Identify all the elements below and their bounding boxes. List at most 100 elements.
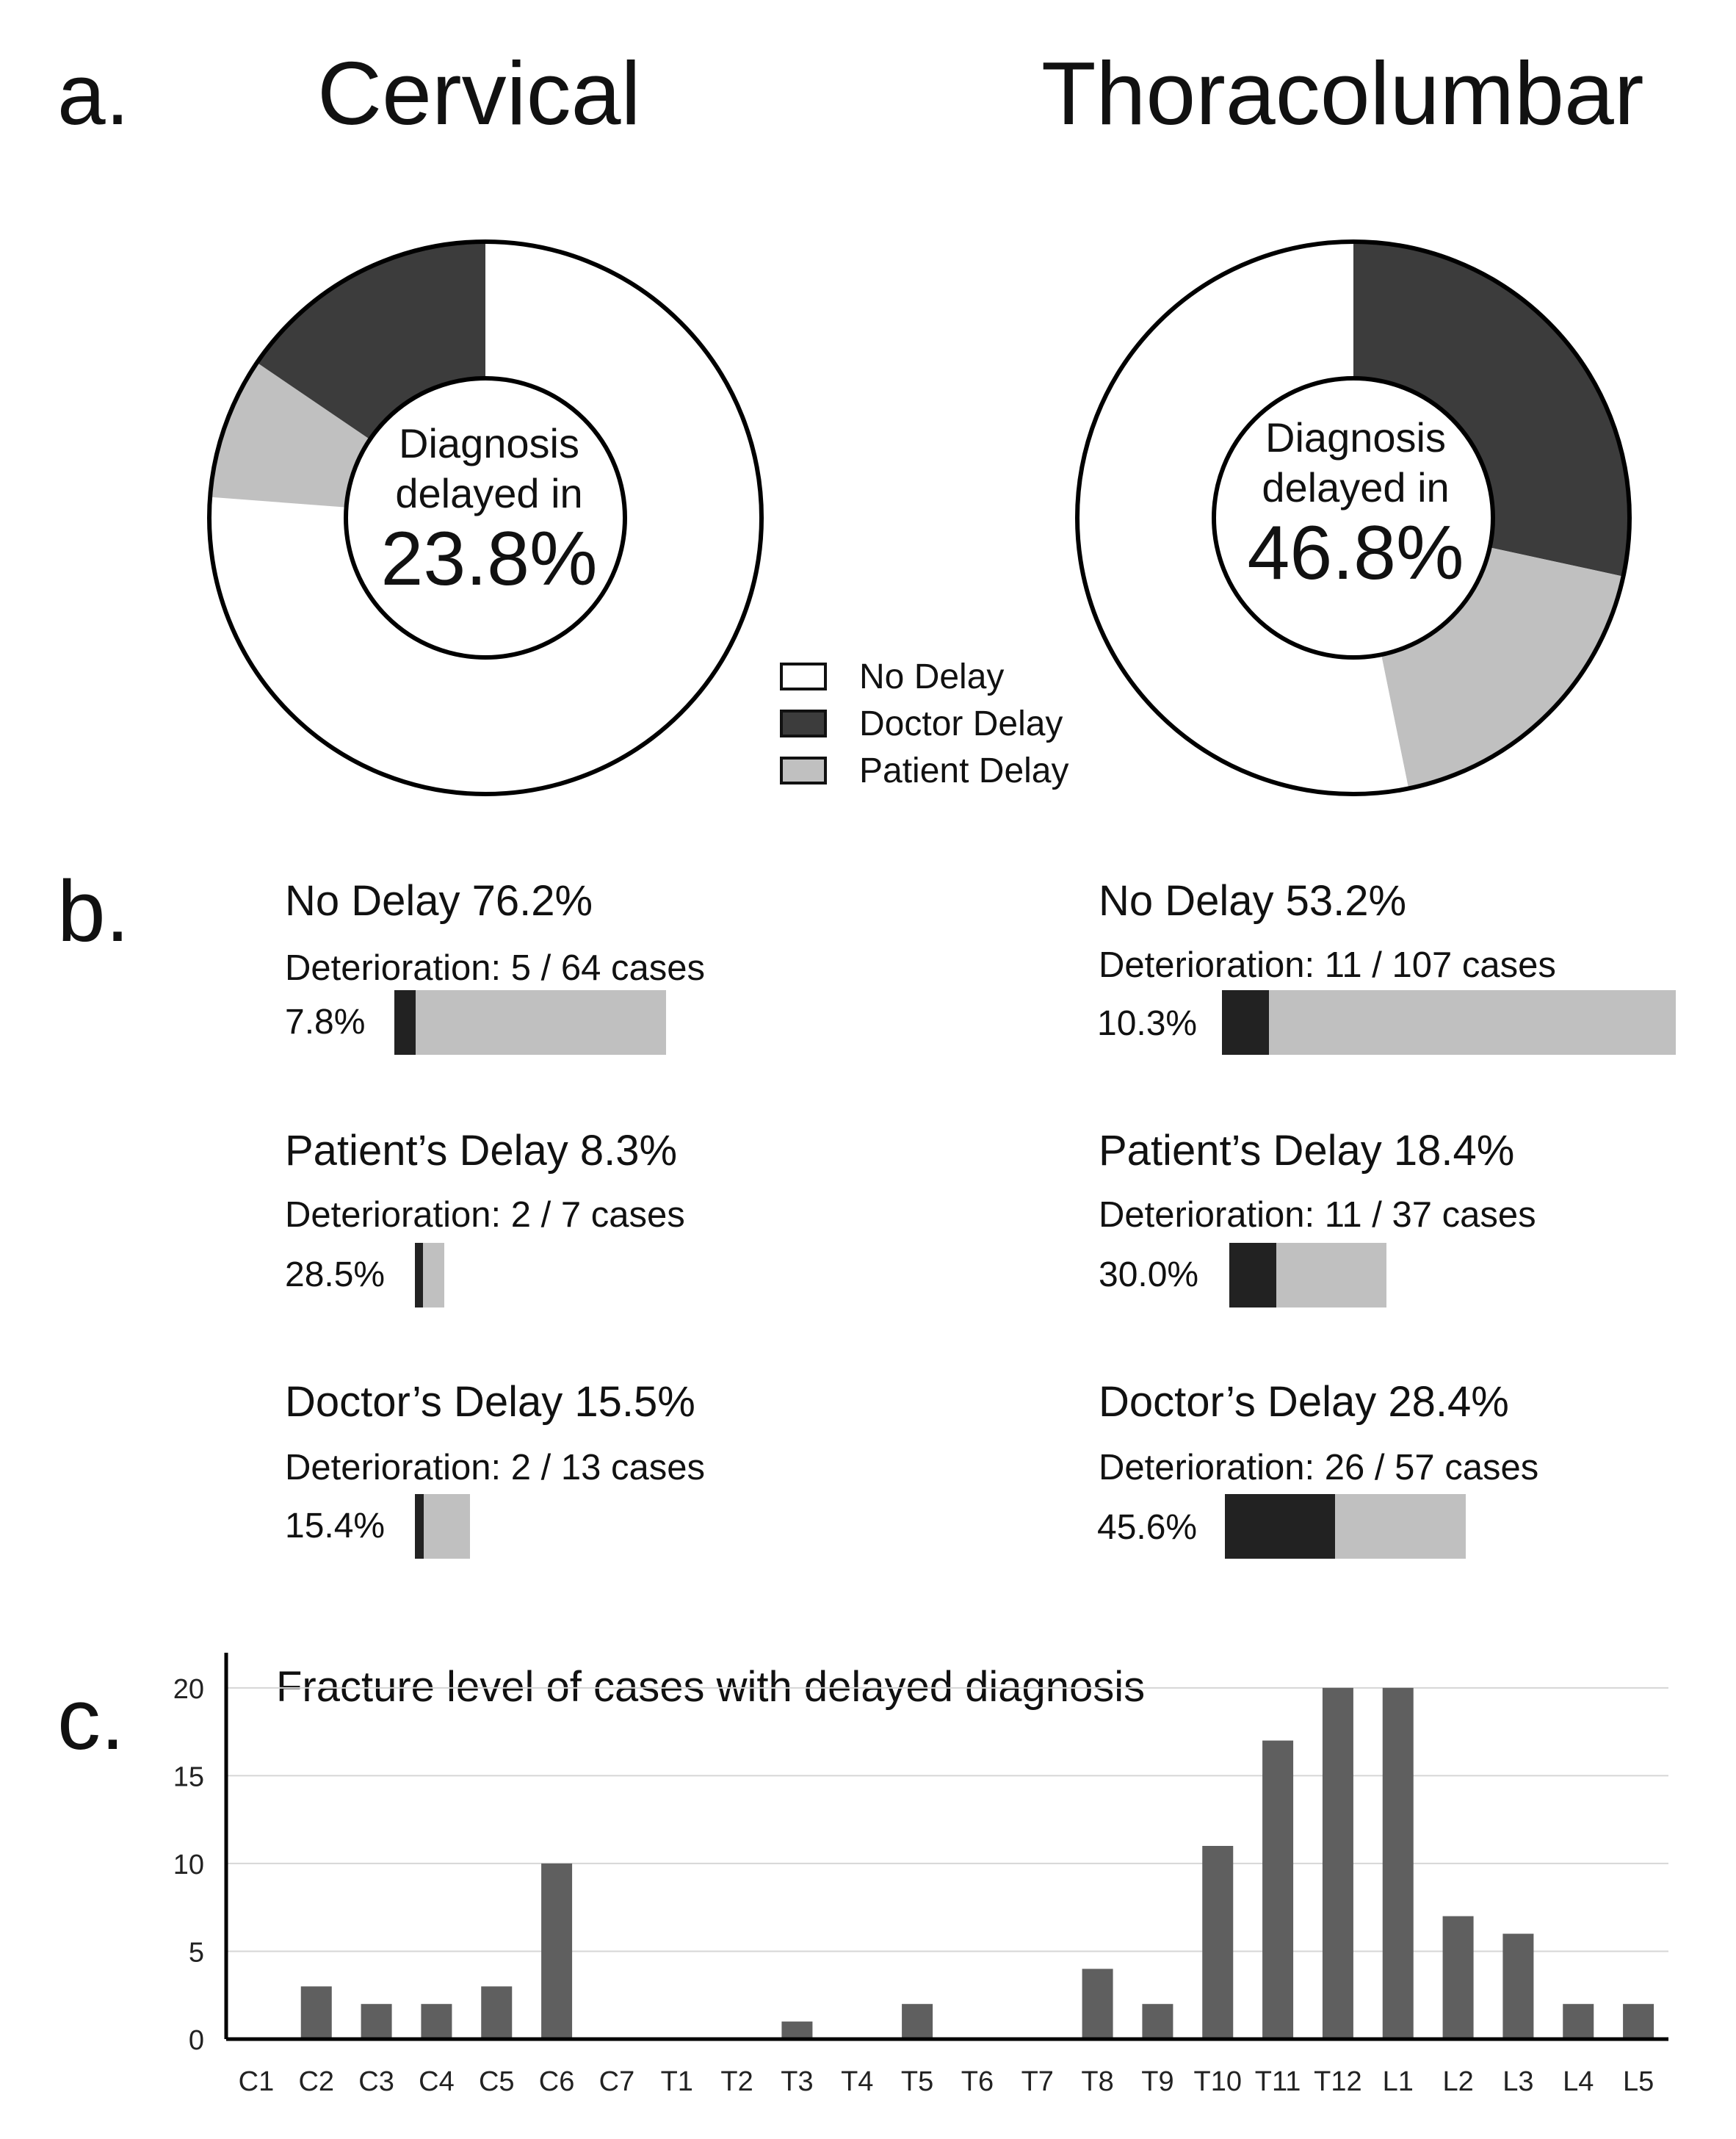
x-tick-label: L5 [1623,2066,1654,2097]
bar-L1 [1382,1687,1414,2039]
group-title: Patient’s Delay 18.4% [1099,1127,1515,1175]
deterioration-bar [394,990,666,1055]
cervical-center-value: 23.8% [380,516,598,602]
group-percent: 7.8% [285,1003,366,1042]
x-tick-label: T8 [1081,2066,1113,2097]
bar-T12 [1322,1687,1353,2039]
x-tick-label: T1 [661,2066,693,2097]
x-tick-label: L4 [1563,2066,1594,2097]
x-tick-label: T10 [1194,2066,1242,2097]
deterioration-bar-fill [1222,990,1269,1055]
group-title: Doctor’s Delay 28.4% [1099,1378,1509,1426]
thoracolumbar-donut-center: Diagnosis delayed in 46.8% [1209,413,1502,594]
x-tick-label: C3 [358,2066,394,2097]
y-tick-label: 10 [173,1850,204,1880]
x-tick-label: C4 [419,2066,455,2097]
bar-T10 [1202,1846,1234,2039]
legend-label-no-delay: No Delay [859,657,1005,696]
thoracolumbar-center-line1: Diagnosis [1265,414,1446,461]
group-subtitle: Deterioration: 11 / 37 cases [1099,1195,1536,1235]
group-percent: 10.3% [1097,1004,1198,1043]
thoracolumbar-center-line2: delayed in [1262,464,1450,511]
thoracolumbar-center-hole [1212,376,1495,660]
cervical-center-line2: delayed in [395,470,583,517]
group-title: Patient’s Delay 8.3% [285,1127,678,1175]
bar-L2 [1442,1916,1474,2039]
cervical-donut-chart [207,239,764,796]
bar-T8 [1082,1969,1113,2039]
y-tick-label: 0 [189,2025,204,2056]
x-tick-label: C1 [239,2066,275,2097]
deterioration-bar [415,1243,444,1307]
cervical-title: Cervical [317,43,641,143]
deterioration-bar [415,1494,470,1559]
group-percent: 15.4% [285,1507,386,1545]
legend-swatch-doctor-delay [780,710,827,737]
x-tick-label: T9 [1141,2066,1173,2097]
deterioration-bar-fill [415,1494,424,1559]
cervical-donut-center: Diagnosis delayed in 23.8% [342,419,636,599]
deterioration-bar-fill [1225,1494,1335,1559]
legend-label-patient-delay: Patient Delay [859,751,1069,790]
bar-C4 [421,2004,452,2039]
cervical-center-line1: Diagnosis [399,420,579,466]
group-title: No Delay 53.2% [1099,877,1407,925]
fracture-level-bar-chart: 0 5 10 15 20 C1 C2 C3 C4 C5 C6 C7 T1 T2 T3 T4 T5 T6 T7 T8 T9… [173,1653,1668,2097]
group-title: No Delay 76.2% [285,877,593,925]
y-tick-label: 20 [173,1674,204,1705]
bar-L3 [1502,1933,1534,2039]
cervical-center-hole [344,376,627,660]
x-tick-label: T7 [1021,2066,1054,2097]
bar-C5 [481,1986,513,2039]
x-tick-label: T11 [1255,2066,1301,2097]
bar-C2 [300,1986,332,2039]
x-tick-label: T2 [720,2066,753,2097]
x-tick-label: T4 [841,2066,873,2097]
group-title: Doctor’s Delay 15.5% [285,1378,695,1426]
x-tick-label: T12 [1314,2066,1361,2097]
x-tick-label: C6 [539,2066,575,2097]
group-subtitle: Deterioration: 2 / 7 cases [285,1195,685,1235]
deterioration-bar [1222,990,1676,1055]
x-tick-label: T3 [781,2066,813,2097]
group-percent: 45.6% [1097,1508,1198,1547]
group-percent: 30.0% [1099,1255,1199,1294]
bar-T3 [781,2021,813,2039]
legend-label-doctor-delay: Doctor Delay [859,704,1063,743]
bar-L5 [1623,2004,1654,2039]
bar-T9 [1142,2004,1173,2039]
bar-C3 [361,2004,392,2039]
group-subtitle: Deterioration: 2 / 13 cases [285,1448,705,1487]
group-percent: 28.5% [285,1255,386,1294]
group-subtitle: Deterioration: 26 / 57 cases [1099,1448,1539,1487]
x-tick-label: C5 [479,2066,515,2097]
thoracolumbar-donut-chart [1075,239,1632,796]
x-tick-label: L3 [1502,2066,1533,2097]
bar-T11 [1262,1740,1294,2039]
deterioration-bar-fill [1229,1243,1276,1307]
legend-swatch-no-delay [780,663,827,690]
thoracolumbar-title: Thoracolumbar [1041,43,1644,143]
x-tick-label: C7 [599,2066,635,2097]
x-tick-label: L2 [1442,2066,1473,2097]
panel-c-letter: c. [57,1671,125,1768]
deterioration-bar-fill [394,990,416,1055]
group-subtitle: Deterioration: 5 / 64 cases [285,948,705,988]
panel-b-letter: b. [57,863,130,960]
bar-T5 [902,2004,933,2039]
cervical-outer-ring [207,239,764,796]
group-subtitle: Deterioration: 11 / 107 cases [1099,945,1556,985]
x-tick-label: T5 [901,2066,933,2097]
bar-C6 [541,1863,573,2039]
bar-L4 [1563,2004,1594,2039]
deterioration-bar [1229,1243,1386,1307]
deterioration-bar [1225,1494,1466,1559]
deterioration-bar-fill [415,1243,423,1307]
thoracolumbar-outer-ring [1075,239,1632,796]
y-tick-label: 15 [173,1761,204,1792]
x-tick-label: C2 [298,2066,334,2097]
legend-swatch-patient-delay [780,757,827,784]
thoracolumbar-center-value: 46.8% [1247,510,1464,596]
x-tick-label: L1 [1383,2066,1414,2097]
bar-chart-title: Fracture level of cases with delayed dia… [276,1663,1146,1711]
